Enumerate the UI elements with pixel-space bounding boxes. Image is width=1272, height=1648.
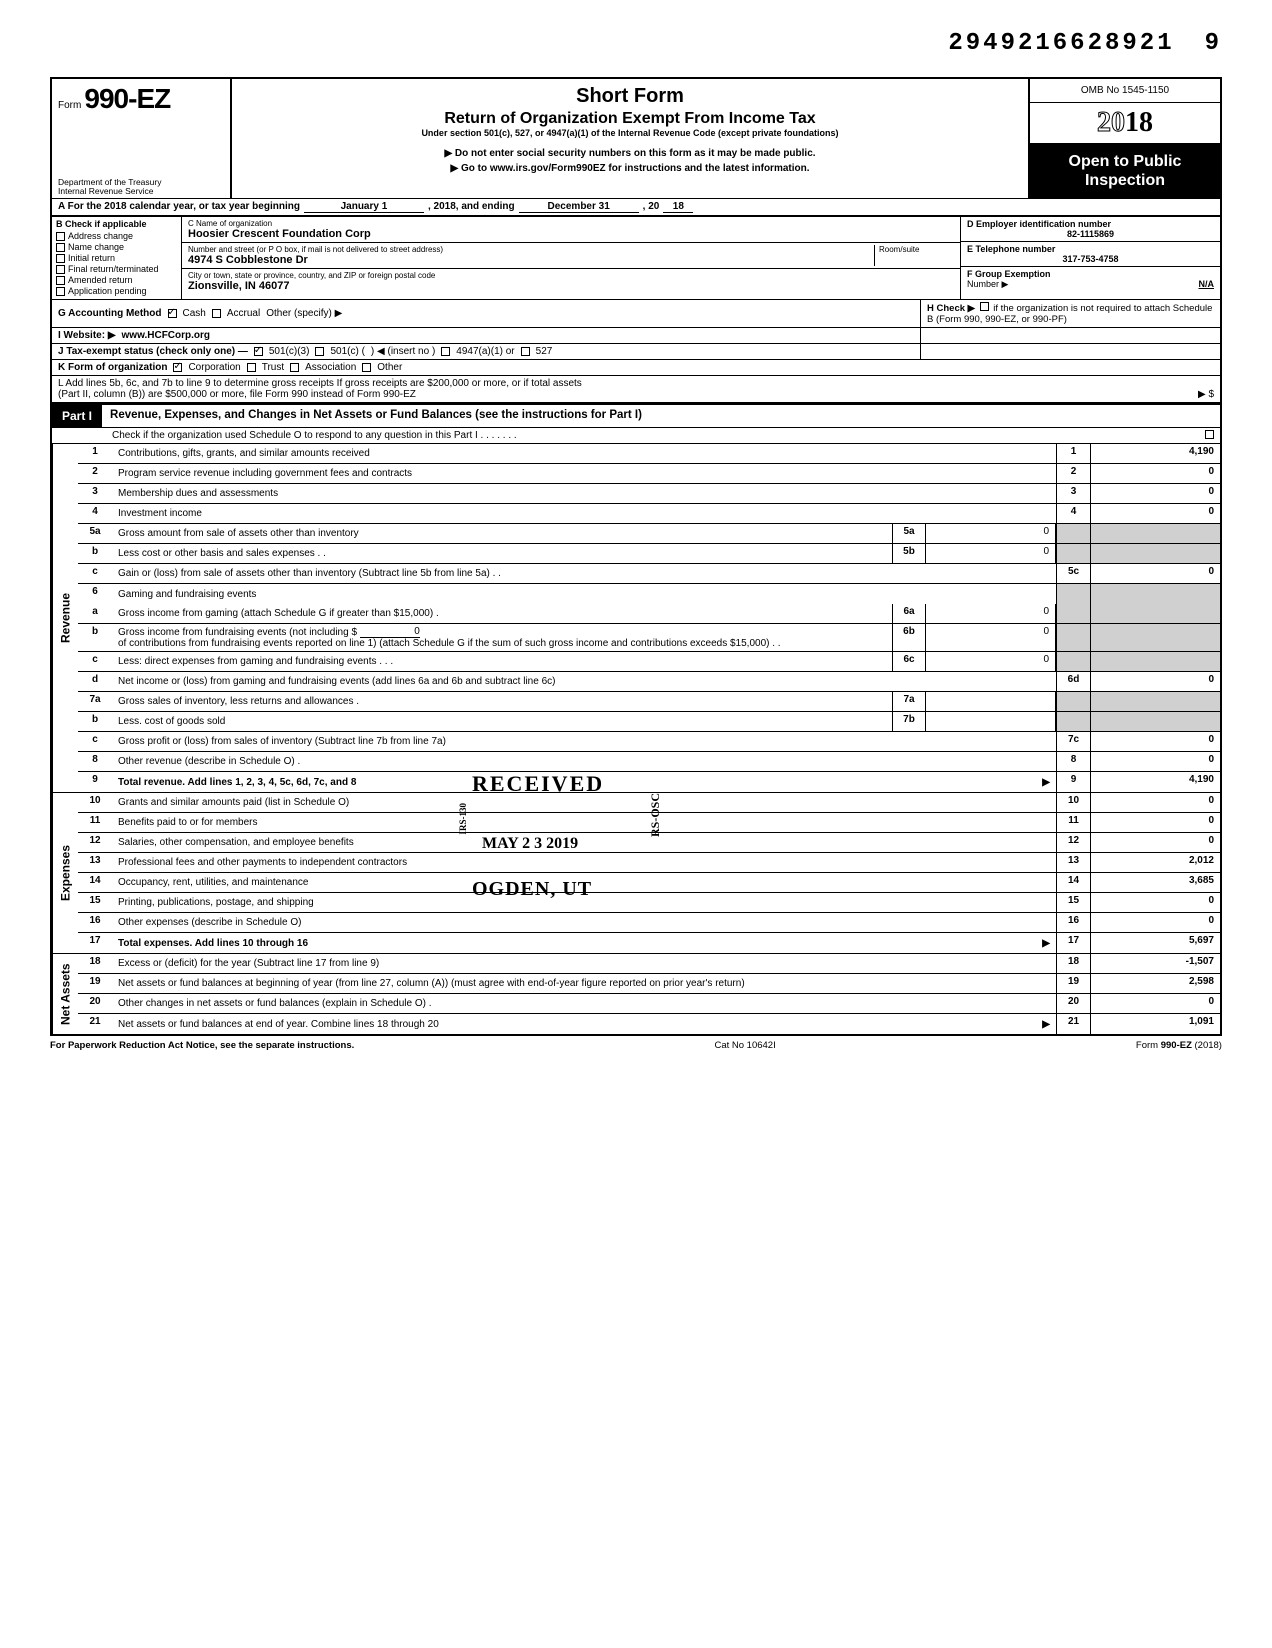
- row-k: K Form of organization Corporation Trust…: [50, 360, 1222, 376]
- org-street: 4974 S Cobblestone Dr: [188, 254, 874, 266]
- form-number: 990-EZ: [84, 83, 170, 114]
- chk-assoc[interactable]: [290, 363, 299, 372]
- amt-7c: 0: [1090, 732, 1220, 751]
- chk-accrual[interactable]: [212, 309, 221, 318]
- chk-4947[interactable]: [441, 347, 450, 356]
- open-to-public: Open to PublicInspection: [1030, 144, 1220, 198]
- amt-10: 0: [1090, 793, 1220, 812]
- amt-6d: 0: [1090, 672, 1220, 691]
- under-section-text: Under section 501(c), 527, or 4947(a)(1)…: [242, 128, 1018, 138]
- website: www.HCFCorp.org: [122, 330, 211, 341]
- revenue-side-label: Revenue: [52, 444, 78, 792]
- chk-schedule-o[interactable]: [1205, 430, 1214, 439]
- omb-number: OMB No 1545-1150: [1030, 79, 1220, 103]
- row-gh: G Accounting Method Cash Accrual Other (…: [50, 300, 1222, 328]
- amt-11: 0: [1090, 813, 1220, 832]
- amt-12: 0: [1090, 833, 1220, 852]
- org-info-grid: B Check if applicable Address change Nam…: [50, 215, 1222, 300]
- chk-cash[interactable]: [168, 309, 177, 318]
- check-schedule-o-row: Check if the organization used Schedule …: [50, 428, 1222, 444]
- form-prefix: Form: [58, 100, 81, 111]
- amt-20: 0: [1090, 994, 1220, 1013]
- form-ref: Form 990-EZ (2018): [1136, 1040, 1222, 1051]
- treasury-dept: Department of the Treasury Internal Reve…: [58, 178, 224, 197]
- part-i-table: Revenue 1Contributions, gifts, grants, a…: [50, 444, 1222, 1036]
- year-begin: January 1: [304, 201, 424, 213]
- amt-16: 0: [1090, 913, 1220, 932]
- col-b-checkboxes: B Check if applicable Address change Nam…: [52, 217, 182, 299]
- amt-2: 0: [1090, 464, 1220, 483]
- amt-4: 0: [1090, 504, 1220, 523]
- part-i-title: Revenue, Expenses, and Changes in Net As…: [102, 405, 1220, 427]
- amt-19: 2,598: [1090, 974, 1220, 993]
- header-title-block: Short Form Return of Organization Exempt…: [232, 79, 1030, 198]
- header-left: Form 990-EZ Department of the Treasury I…: [52, 79, 232, 198]
- expenses-side-label: Expenses: [52, 793, 78, 953]
- form-header: Form 990-EZ Department of the Treasury I…: [50, 77, 1222, 198]
- amt-8: 0: [1090, 752, 1220, 771]
- amt-13: 2,012: [1090, 853, 1220, 872]
- chk-address-change[interactable]: [56, 232, 65, 241]
- chk-final-return[interactable]: [56, 265, 65, 274]
- group-exemption: N/A: [1199, 279, 1215, 289]
- chk-name-change[interactable]: [56, 243, 65, 252]
- amt-1: 4,190: [1090, 444, 1220, 463]
- amt-15: 0: [1090, 893, 1220, 912]
- chk-trust[interactable]: [247, 363, 256, 372]
- chk-527[interactable]: [521, 347, 530, 356]
- chk-501c3[interactable]: [254, 347, 263, 356]
- amt-9: 4,190: [1090, 772, 1220, 792]
- short-form-label: Short Form: [242, 85, 1018, 108]
- part-i-tag: Part I: [52, 405, 102, 427]
- paperwork-notice: For Paperwork Reduction Act Notice, see …: [50, 1040, 354, 1051]
- page-footer: For Paperwork Reduction Act Notice, see …: [50, 1038, 1222, 1053]
- chk-pending[interactable]: [56, 287, 65, 296]
- document-locator-number: 29492166289219: [50, 30, 1222, 57]
- chk-corp[interactable]: [173, 363, 182, 372]
- phone: 317-753-4758: [967, 254, 1214, 264]
- row-l: L Add lines 5b, 6c, and 7b to line 9 to …: [50, 376, 1222, 404]
- year-end-month: December 31: [519, 201, 639, 213]
- col-c-org-details: C Name of organization Hoosier Crescent …: [182, 217, 960, 299]
- cat-no: Cat No 10642I: [714, 1040, 775, 1051]
- part-i-header: Part I Revenue, Expenses, and Changes in…: [50, 404, 1222, 428]
- amt-17: 5,697: [1090, 933, 1220, 953]
- chk-501c[interactable]: [315, 347, 324, 356]
- org-name: Hoosier Crescent Foundation Corp: [188, 228, 954, 240]
- header-right: OMB No 1545-1150 2018 Open to PublicInsp…: [1030, 79, 1220, 198]
- row-a-tax-year: A For the 2018 calendar year, or tax yea…: [50, 198, 1222, 215]
- return-title: Return of Organization Exempt From Incom…: [242, 110, 1018, 128]
- tax-year: 2018: [1030, 103, 1220, 144]
- ssn-warning: ▶ Do not enter social security numbers o…: [242, 148, 1018, 159]
- chk-other-org[interactable]: [362, 363, 371, 372]
- amt-3: 0: [1090, 484, 1220, 503]
- netassets-side-label: Net Assets: [52, 954, 78, 1034]
- year-end-yr: 18: [663, 201, 693, 213]
- col-def: D Employer identification number 82-1115…: [960, 217, 1220, 299]
- amt-21: 1,091: [1090, 1014, 1220, 1034]
- row-j: J Tax-exempt status (check only one) — 5…: [50, 344, 1222, 360]
- ein: 82-1115869: [967, 229, 1214, 239]
- amt-14: 3,685: [1090, 873, 1220, 892]
- chk-schedule-b[interactable]: [980, 302, 989, 311]
- org-city: Zionsville, IN 46077: [188, 280, 954, 292]
- amt-5c: 0: [1090, 564, 1220, 583]
- amt-18: -1,507: [1090, 954, 1220, 973]
- row-i: I Website: ▶ www.HCFCorp.org: [50, 328, 1222, 344]
- chk-initial-return[interactable]: [56, 254, 65, 263]
- chk-amended[interactable]: [56, 276, 65, 285]
- goto-url: ▶ Go to www.irs.gov/Form990EZ for instru…: [242, 163, 1018, 174]
